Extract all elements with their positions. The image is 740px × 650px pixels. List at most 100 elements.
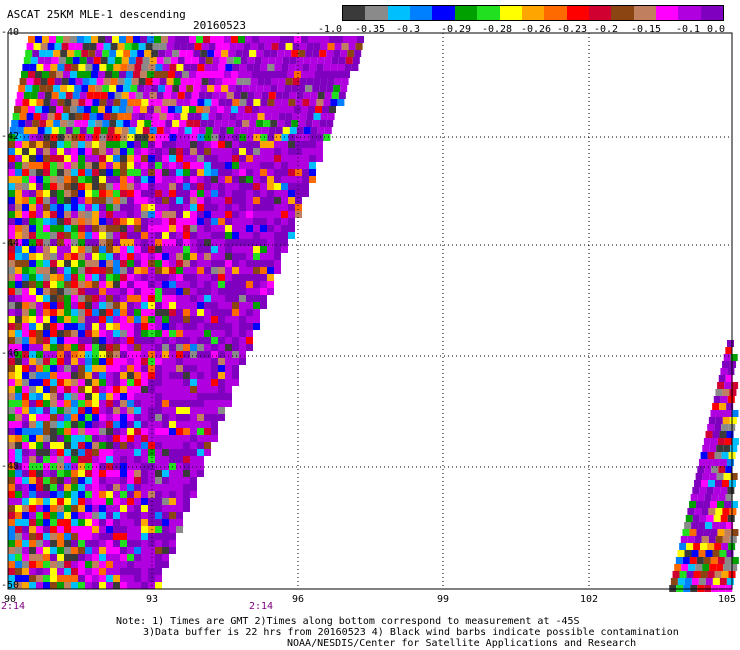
swath-cell bbox=[91, 71, 98, 78]
swath-cell bbox=[327, 113, 335, 120]
swath-cell bbox=[120, 330, 127, 337]
swath-cell bbox=[57, 316, 64, 323]
swath-cell bbox=[267, 260, 274, 267]
swath-cell bbox=[169, 449, 176, 456]
swath-cell bbox=[670, 578, 678, 585]
swath-cell bbox=[50, 267, 57, 274]
swath-cell bbox=[32, 50, 40, 57]
swath-cell bbox=[57, 456, 64, 463]
swath-cell bbox=[313, 78, 321, 85]
swath-cell bbox=[225, 358, 232, 365]
swath-cell bbox=[236, 78, 244, 85]
swath-cell bbox=[50, 379, 57, 386]
swath-cell bbox=[71, 421, 78, 428]
swath-cell bbox=[148, 260, 155, 267]
swath-cell bbox=[50, 155, 57, 162]
swath-cell bbox=[712, 459, 720, 466]
swath-cell bbox=[183, 99, 191, 106]
swath-cell bbox=[85, 393, 92, 400]
swath-cell bbox=[22, 316, 29, 323]
swath-cell bbox=[127, 344, 134, 351]
swath-cell bbox=[253, 64, 261, 71]
swath-cell bbox=[295, 176, 302, 183]
swath-cell bbox=[127, 477, 134, 484]
swath-cell bbox=[15, 295, 22, 302]
swath-cell bbox=[162, 64, 170, 71]
swath-cell bbox=[99, 246, 106, 253]
swath-cell bbox=[162, 512, 169, 519]
swath-cell bbox=[36, 491, 43, 498]
swath-cell bbox=[727, 396, 735, 403]
swath-cell bbox=[50, 351, 57, 358]
swath-cell bbox=[92, 211, 99, 218]
swath-cell bbox=[92, 344, 99, 351]
swath-cell bbox=[22, 561, 29, 568]
swath-cell bbox=[22, 190, 29, 197]
swath-cell bbox=[309, 155, 316, 162]
swath-cell bbox=[120, 393, 127, 400]
swath-cell bbox=[187, 113, 195, 120]
swath-cell bbox=[222, 78, 230, 85]
swath-cell bbox=[169, 176, 176, 183]
swath-cell bbox=[78, 477, 85, 484]
swath-cell bbox=[204, 358, 211, 365]
swath-cell bbox=[8, 414, 15, 421]
swath-cell bbox=[22, 239, 29, 246]
swath-cell bbox=[287, 106, 294, 113]
swath-cell bbox=[218, 197, 225, 204]
swath-cell bbox=[57, 400, 64, 407]
swath-cell bbox=[183, 477, 190, 484]
swath-cell bbox=[225, 169, 232, 176]
swath-cell bbox=[15, 246, 22, 253]
swath-cell bbox=[218, 309, 225, 316]
swath-cell bbox=[26, 78, 34, 85]
swath-cell bbox=[78, 540, 85, 547]
swath-cell bbox=[197, 386, 204, 393]
swath-cell bbox=[204, 218, 211, 225]
swath-cell bbox=[49, 106, 56, 113]
swath-cell bbox=[64, 568, 71, 575]
swath-cell bbox=[120, 414, 127, 421]
swath-cell bbox=[82, 113, 90, 120]
swath-cell bbox=[64, 183, 71, 190]
swath-cell bbox=[85, 330, 92, 337]
swath-cell bbox=[134, 400, 141, 407]
swath-cell bbox=[78, 225, 85, 232]
swath-cell bbox=[218, 155, 225, 162]
swath-cell bbox=[106, 533, 113, 540]
swath-cell bbox=[197, 344, 204, 351]
swath-cell bbox=[225, 253, 232, 260]
swath-cell bbox=[156, 127, 164, 134]
swath-cell bbox=[145, 78, 153, 85]
swath-cell bbox=[193, 50, 201, 57]
swath-cell bbox=[134, 393, 141, 400]
swath-cell bbox=[43, 449, 50, 456]
swath-cell bbox=[120, 386, 127, 393]
swath-cell bbox=[43, 309, 50, 316]
swath-cell bbox=[225, 351, 232, 358]
swath-cell bbox=[75, 113, 83, 120]
swath-cell bbox=[225, 337, 232, 344]
swath-cell bbox=[127, 253, 134, 260]
swath-cell bbox=[309, 176, 316, 183]
swath-cell bbox=[183, 155, 190, 162]
swath-cell bbox=[142, 127, 150, 134]
color-scale-bar bbox=[342, 5, 724, 21]
swath-cell bbox=[92, 568, 99, 575]
swath-cell bbox=[29, 582, 36, 589]
swath-cell bbox=[99, 344, 106, 351]
swath-cell bbox=[120, 547, 127, 554]
swath-cell bbox=[148, 183, 155, 190]
swath-cell bbox=[71, 316, 78, 323]
swath-cell bbox=[717, 438, 725, 445]
swath-cell bbox=[71, 358, 78, 365]
swath-cell bbox=[8, 379, 15, 386]
swath-cell bbox=[204, 274, 211, 281]
swath-cell bbox=[99, 575, 106, 582]
swath-cell bbox=[677, 550, 685, 557]
swath-cell bbox=[113, 393, 120, 400]
swath-cell bbox=[211, 183, 218, 190]
swath-cell bbox=[137, 50, 145, 57]
swath-cell bbox=[197, 400, 204, 407]
swath-cell bbox=[225, 64, 233, 71]
